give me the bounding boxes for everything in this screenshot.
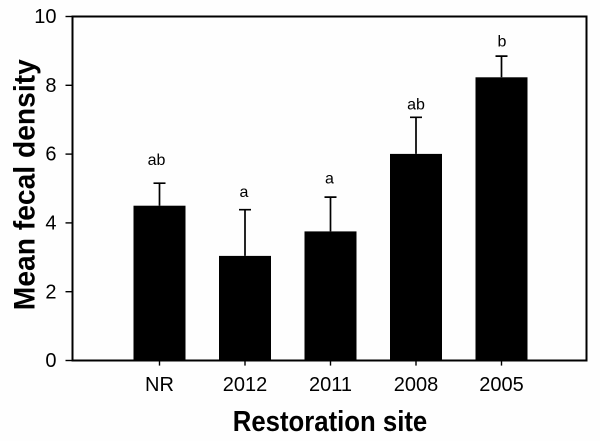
svg-text:2: 2 <box>45 281 56 303</box>
svg-text:6: 6 <box>45 144 56 166</box>
svg-text:4: 4 <box>45 213 56 235</box>
svg-text:NR: NR <box>145 374 174 396</box>
svg-text:2011: 2011 <box>309 374 352 396</box>
svg-text:2008: 2008 <box>394 374 439 396</box>
svg-text:a: a <box>240 184 249 201</box>
svg-text:ab: ab <box>407 97 425 114</box>
svg-text:b: b <box>498 33 507 50</box>
svg-text:ab: ab <box>148 152 166 169</box>
svg-text:Mean fecal density: Mean fecal density <box>9 59 42 310</box>
svg-text:0: 0 <box>45 350 56 372</box>
svg-text:2005: 2005 <box>479 374 524 396</box>
svg-text:2012: 2012 <box>223 374 268 396</box>
svg-text:10: 10 <box>34 6 56 28</box>
svg-text:8: 8 <box>45 75 56 97</box>
svg-text:Restoration site: Restoration site <box>233 406 428 438</box>
svg-text:a: a <box>325 171 334 188</box>
